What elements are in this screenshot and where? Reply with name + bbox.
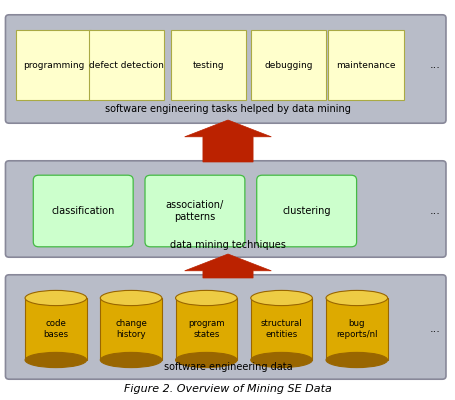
Text: bug
reports/nl: bug reports/nl <box>335 319 377 339</box>
Text: structural
entities: structural entities <box>260 319 302 339</box>
FancyBboxPatch shape <box>250 30 325 100</box>
Text: debugging: debugging <box>263 60 312 70</box>
Polygon shape <box>25 298 86 360</box>
Text: maintenance: maintenance <box>335 60 395 70</box>
FancyBboxPatch shape <box>145 175 244 247</box>
Text: Figure 2. Overview of Mining SE Data: Figure 2. Overview of Mining SE Data <box>124 384 331 394</box>
FancyBboxPatch shape <box>5 275 445 379</box>
Polygon shape <box>250 298 312 360</box>
Ellipse shape <box>25 352 86 368</box>
FancyBboxPatch shape <box>5 15 445 123</box>
Text: ...: ... <box>429 206 440 216</box>
Polygon shape <box>184 120 271 162</box>
FancyBboxPatch shape <box>328 30 403 100</box>
Text: classification: classification <box>51 206 115 216</box>
Text: code
bases: code bases <box>43 319 68 339</box>
Ellipse shape <box>325 352 387 368</box>
Ellipse shape <box>325 290 387 306</box>
Polygon shape <box>325 298 387 360</box>
Text: program
states: program states <box>187 319 224 339</box>
Ellipse shape <box>250 290 312 306</box>
Ellipse shape <box>100 352 162 368</box>
Polygon shape <box>100 298 162 360</box>
Ellipse shape <box>25 290 86 306</box>
Text: testing: testing <box>192 60 224 70</box>
FancyBboxPatch shape <box>171 30 246 100</box>
FancyBboxPatch shape <box>89 30 164 100</box>
Ellipse shape <box>250 352 312 368</box>
FancyBboxPatch shape <box>256 175 356 247</box>
Text: software engineering tasks helped by data mining: software engineering tasks helped by dat… <box>105 104 350 114</box>
Text: ...: ... <box>429 324 440 334</box>
Ellipse shape <box>175 352 237 368</box>
FancyBboxPatch shape <box>33 175 133 247</box>
Text: ...: ... <box>429 60 440 70</box>
Text: change
history: change history <box>115 319 147 339</box>
Text: programming: programming <box>23 60 84 70</box>
Text: clustering: clustering <box>282 206 330 216</box>
FancyBboxPatch shape <box>5 161 445 257</box>
Ellipse shape <box>175 290 237 306</box>
FancyBboxPatch shape <box>16 30 91 100</box>
Polygon shape <box>184 254 271 278</box>
Text: association/
patterns: association/ patterns <box>166 200 223 222</box>
Text: defect detection: defect detection <box>89 60 164 70</box>
Text: data mining techniques: data mining techniques <box>170 240 285 250</box>
Text: software engineering data: software engineering data <box>163 362 292 372</box>
Ellipse shape <box>100 290 162 306</box>
Polygon shape <box>175 298 237 360</box>
